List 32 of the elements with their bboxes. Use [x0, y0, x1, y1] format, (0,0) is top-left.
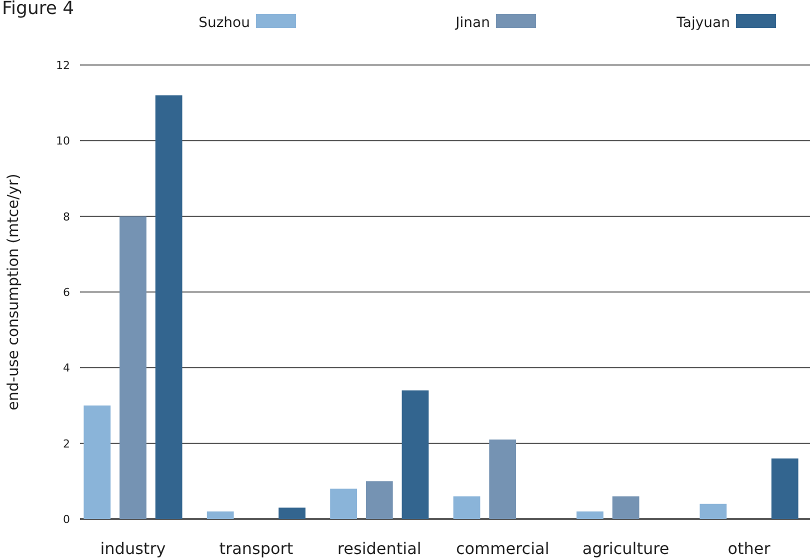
legend-label: Tajyuan	[676, 15, 730, 31]
bar	[120, 216, 146, 519]
x-tick-label: residential	[337, 539, 422, 558]
y-tick-label: 12	[56, 59, 70, 72]
y-axis-title: end-use consumption (mtce/yr)	[4, 174, 22, 410]
bar	[402, 390, 429, 519]
bar	[612, 496, 640, 519]
chart-title: Figure 4	[2, 0, 74, 19]
legend-label: Suzhou	[198, 15, 250, 31]
y-tick-label: 10	[56, 134, 70, 148]
bar	[206, 511, 234, 519]
y-tick-label: 6	[63, 286, 70, 299]
x-tick-label: other	[728, 539, 771, 558]
y-tick-label: 8	[63, 210, 70, 224]
bar	[771, 458, 798, 519]
bar	[366, 481, 393, 519]
x-tick-label: commercial	[456, 539, 550, 558]
bar	[84, 406, 111, 519]
bar	[576, 511, 604, 519]
bar	[489, 440, 516, 519]
legend-label: Jinan	[454, 15, 490, 31]
bar	[453, 496, 480, 519]
y-tick-label: 2	[63, 437, 70, 450]
y-tick-label: 4	[63, 362, 70, 375]
x-tick-label: agriculture	[582, 539, 670, 558]
bar	[700, 504, 727, 519]
y-tick-label: 0	[63, 513, 70, 526]
x-tick-label: transport	[219, 539, 294, 558]
bar	[330, 488, 357, 519]
x-tick-label: industry	[100, 539, 166, 558]
bar	[155, 95, 182, 519]
bar	[278, 508, 306, 519]
